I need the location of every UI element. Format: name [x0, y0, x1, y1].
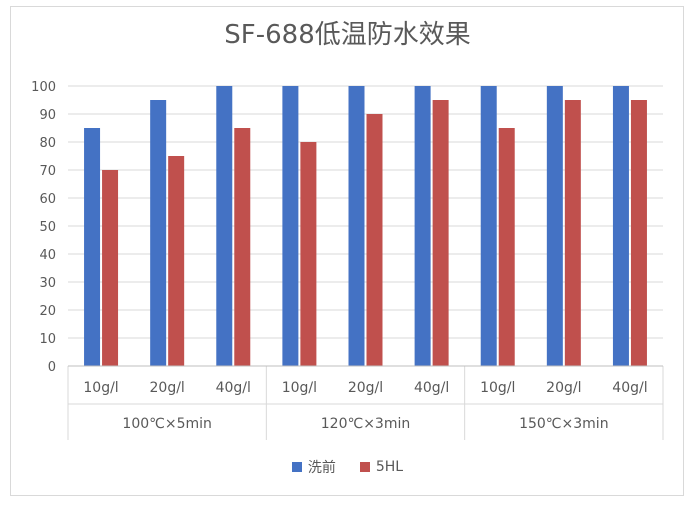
- legend-item-series-2: 5HL: [359, 459, 404, 475]
- y-tick-label: 60: [39, 192, 56, 207]
- bar-series-2: [234, 128, 251, 366]
- x-category-label: 40g/l: [612, 380, 647, 396]
- y-tick-label: 30: [39, 276, 56, 291]
- y-tick-label: 80: [39, 136, 56, 151]
- bar-series-2: [168, 156, 185, 366]
- legend-label-series-2: 5HL: [375, 459, 404, 475]
- x-category-label: 20g/l: [348, 380, 383, 396]
- y-tick-label: 50: [39, 220, 56, 235]
- x-category-label: 40g/l: [216, 380, 251, 396]
- chart-title: SF-688低温防水效果: [224, 20, 471, 50]
- bar-series-1: [216, 86, 233, 366]
- bar-series-1: [414, 86, 431, 366]
- y-tick-label: 90: [39, 108, 56, 123]
- x-category-label: 20g/l: [150, 380, 185, 396]
- bar-series-2: [630, 100, 647, 366]
- bar-series-1: [480, 86, 497, 366]
- x-category-label: 10g/l: [282, 380, 317, 396]
- legend-swatch-series-2: [359, 462, 370, 472]
- bar-series-2: [498, 128, 515, 366]
- y-tick-label: 40: [39, 248, 56, 263]
- y-tick-label: 20: [39, 304, 56, 319]
- y-tick-label: 100: [31, 80, 56, 95]
- x-category-label: 10g/l: [83, 380, 118, 396]
- bar-series-2: [366, 114, 383, 366]
- bar-series-2: [300, 142, 317, 366]
- x-group-label: 100℃×5min: [122, 416, 211, 432]
- bar-series-2: [102, 170, 119, 366]
- bar-series-1: [84, 128, 101, 366]
- x-category-label: 40g/l: [414, 380, 449, 396]
- y-tick-label: 70: [39, 164, 56, 179]
- x-category-label: 20g/l: [546, 380, 581, 396]
- bar-series-1: [150, 100, 167, 366]
- bar-series-1: [612, 86, 629, 366]
- bar-series-1: [348, 86, 365, 366]
- bar-series-2: [432, 100, 449, 366]
- x-group-label: 120℃×3min: [321, 416, 410, 432]
- legend-item-series-1: 洗前: [291, 457, 336, 477]
- x-group-label: 150℃×3min: [519, 416, 608, 432]
- legend: 洗前 5HL: [0, 457, 695, 477]
- bar-series-1: [546, 86, 563, 366]
- legend-label-series-1: 洗前: [307, 460, 336, 476]
- y-tick-label: 10: [39, 332, 56, 347]
- x-category-label: 10g/l: [480, 380, 515, 396]
- y-tick-label: 0: [48, 360, 56, 375]
- bar-series-2: [564, 100, 581, 366]
- legend-swatch-series-1: [291, 462, 302, 472]
- bar-series-1: [282, 86, 299, 366]
